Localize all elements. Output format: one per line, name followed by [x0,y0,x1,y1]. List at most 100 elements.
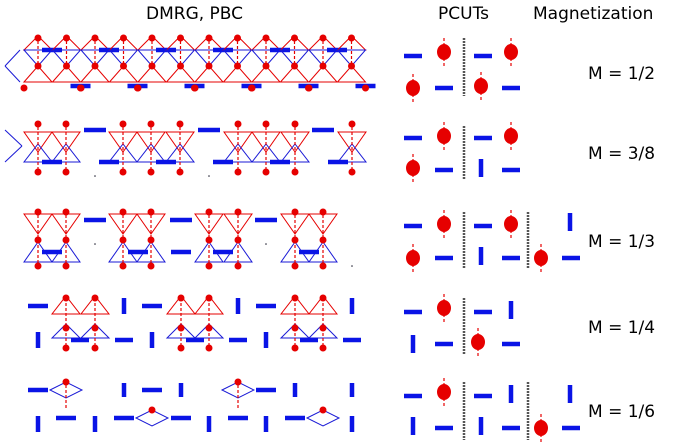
spin-site [235,379,242,386]
spin-site [92,295,99,302]
spin-site [206,237,213,244]
spin-site [177,63,184,70]
empty-site-dot [94,243,96,245]
spin-site [349,169,356,176]
spin-site [235,121,242,128]
spin-site [63,63,70,70]
spin-site [320,263,327,270]
spin-site [206,295,213,302]
spin-site [292,237,299,244]
spin-site [120,63,127,70]
lattice-bond [5,146,22,162]
spin-site [92,325,99,332]
spin-site [92,35,99,42]
spin-site [148,169,155,176]
spin-site [292,263,299,270]
spin-site [192,85,199,92]
spin-site [320,209,327,216]
spin-site [206,35,213,42]
spin-up-site [471,334,485,350]
spin-site [320,345,327,352]
spin-site [148,209,155,216]
spin-site [63,379,70,386]
spin-site [78,85,85,92]
spin-site [120,35,127,42]
spin-site [263,63,270,70]
spin-up-site [474,78,488,94]
spin-site [63,169,70,176]
spin-site [35,35,42,42]
spin-site [320,35,327,42]
spin-site [292,169,299,176]
spin-up-site [504,216,518,232]
spin-site [63,121,70,128]
spin-site [320,63,327,70]
spin-up-site [437,216,451,232]
spin-site [35,263,42,270]
spin-site [234,63,241,70]
spin-site [249,85,256,92]
spin-site [320,237,327,244]
spin-site [63,209,70,216]
spin-site [63,263,70,270]
spin-site [63,237,70,244]
spin-site [177,121,184,128]
spin-site [35,121,42,128]
spin-site [35,209,42,216]
spin-site [149,63,156,70]
spin-site [235,263,242,270]
spin-site [178,295,185,302]
spin-site [120,169,127,176]
spin-site [263,169,270,176]
spin-site [263,35,270,42]
spin-site [206,63,213,70]
spin-site [92,63,99,70]
spin-site [63,35,70,42]
spin-site [120,263,127,270]
spin-site [292,209,299,216]
spin-up-site [406,80,420,96]
spin-site [149,407,156,414]
spin-site [234,35,241,42]
empty-site-dot [94,175,96,177]
spin-up-site [437,384,451,400]
spin-site [177,169,184,176]
spin-site [348,63,355,70]
spin-site [320,325,327,332]
spin-site [148,121,155,128]
spin-site [92,345,99,352]
lattice-bond [5,66,20,82]
spin-up-site [437,44,451,60]
spin-site [292,325,299,332]
spin-site [63,295,70,302]
spin-site [235,237,242,244]
spin-site [178,345,185,352]
spin-up-site [504,44,518,60]
spin-site [21,85,28,92]
spin-site [291,63,298,70]
spin-up-site [534,250,548,266]
spin-site [35,63,42,70]
spin-site [235,169,242,176]
empty-site-dot [351,265,353,267]
empty-site-dot [208,175,210,177]
spin-site [291,35,298,42]
spin-site [349,121,356,128]
spin-site [149,35,156,42]
spin-site [292,295,299,302]
spin-site [362,85,369,92]
spin-site [306,85,313,92]
spin-site [206,263,213,270]
spin-site [320,295,327,302]
spin-up-site [406,160,420,176]
empty-site-dot [265,243,267,245]
spin-site [63,325,70,332]
spin-site [320,407,327,414]
lattice-bond [5,50,20,66]
spin-site [235,209,242,216]
spin-site [177,35,184,42]
spin-up-site [534,420,548,436]
spin-site [120,121,127,128]
spin-site [292,121,299,128]
